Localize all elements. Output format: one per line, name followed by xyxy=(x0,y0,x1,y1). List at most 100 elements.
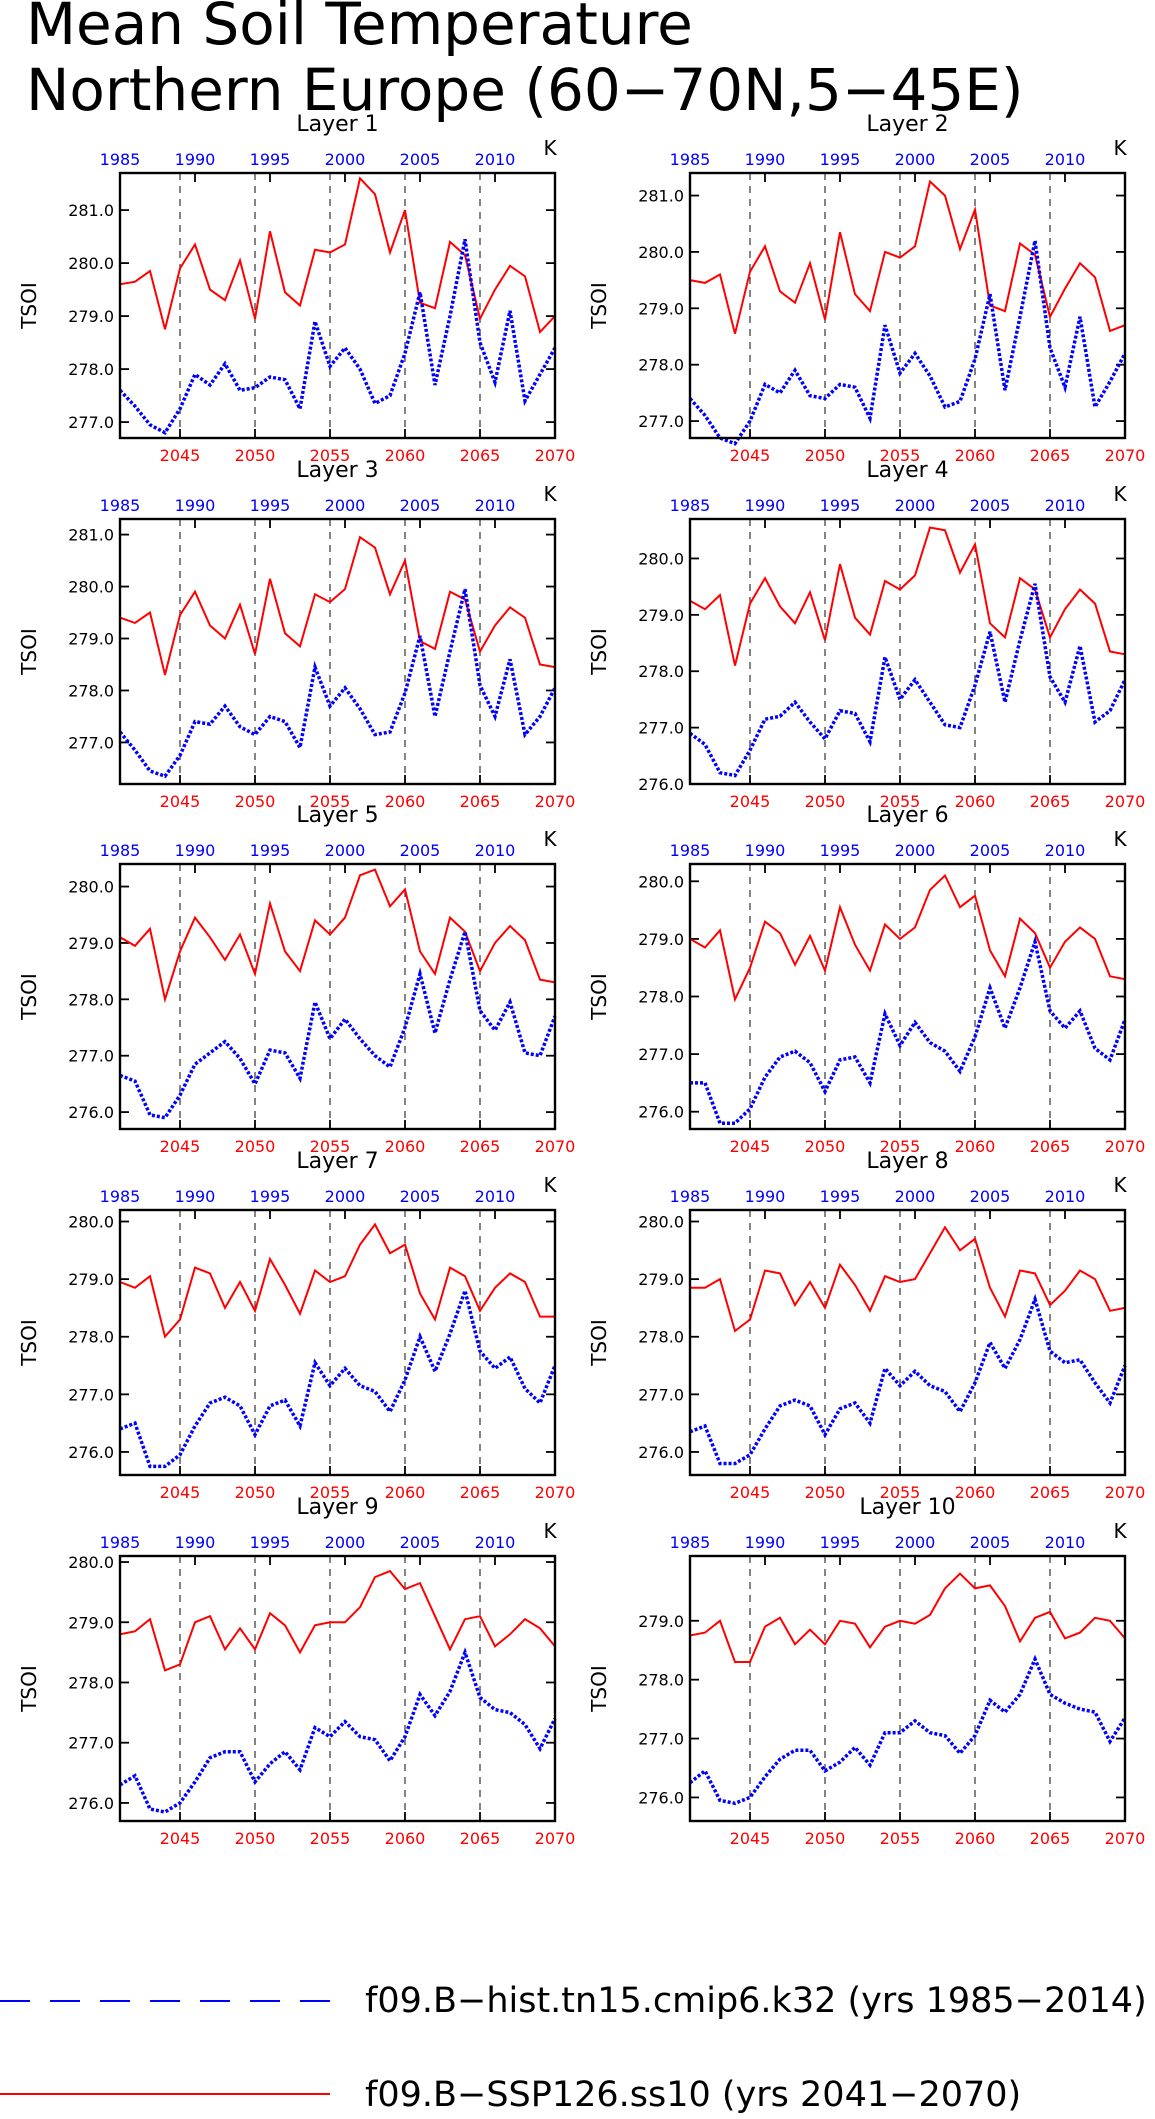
y-axis-label: TSOI xyxy=(17,1665,41,1713)
series-line-ssp126 xyxy=(119,868,556,1004)
series-line-ssp126 xyxy=(119,1569,556,1672)
panel-title: Layer 8 xyxy=(866,1149,948,1174)
panel-title: Layer 4 xyxy=(866,458,948,483)
series-line-ssp126 xyxy=(119,176,556,334)
x-tick-label-bottom: 2050 xyxy=(805,1829,846,1848)
x-tick-label-top: 2005 xyxy=(970,150,1011,169)
x-tick-label-bottom: 2050 xyxy=(235,1829,276,1848)
unit-label: K xyxy=(543,827,557,851)
x-tick-label-bottom: 2045 xyxy=(730,1829,771,1848)
y-tick-label: 276.0 xyxy=(638,1103,684,1122)
y-axis-label: TSOI xyxy=(587,628,611,676)
legend-label-hist: f09.B−hist.tn15.cmip6.k32 (yrs 1985−2014… xyxy=(365,1981,1147,2021)
figure-title-line2: Northern Europe (60−70N,5−45E) xyxy=(26,56,1024,124)
y-tick-label: 277.0 xyxy=(638,1730,684,1749)
chart-panel: Layer 7 276.0 277.0 278.0 279.0 280.0 2045 2050… xyxy=(17,1149,575,1502)
x-tick-label-top: 2005 xyxy=(970,1187,1011,1206)
y-axis-label: TSOI xyxy=(17,973,41,1021)
series-line-hist xyxy=(118,238,557,436)
series-line-hist xyxy=(688,583,1127,778)
x-tick-label-top: 2000 xyxy=(325,496,366,515)
y-tick-label: 277.0 xyxy=(68,1734,114,1753)
x-tick-label-top: 2010 xyxy=(475,1187,516,1206)
y-tick-label: 278.0 xyxy=(68,1328,114,1347)
x-tick-label-top: 1985 xyxy=(100,496,141,515)
x-tick-label-bottom: 2045 xyxy=(730,792,771,811)
chart-panel: Layer 6 276.0 277.0 278.0 279.0 280.0 2045 2050… xyxy=(587,803,1145,1156)
x-tick-label-bottom: 2045 xyxy=(160,1137,201,1156)
x-tick-label-top: 1990 xyxy=(175,1187,216,1206)
y-tick-label: 277.0 xyxy=(68,1385,114,1404)
unit-label: K xyxy=(1113,136,1127,160)
series-line-hist xyxy=(688,1654,1127,1806)
unit-label: K xyxy=(543,136,557,160)
chart-panel: Layer 10 276.0 277.0 278.0 279.0 2045 2050 2055… xyxy=(587,1495,1145,1848)
x-tick-label-bottom: 2045 xyxy=(730,446,771,465)
unit-label: K xyxy=(1113,1519,1127,1543)
unit-label: K xyxy=(1113,1173,1127,1197)
x-tick-label-bottom: 2055 xyxy=(880,1483,921,1502)
x-tick-label-top: 2010 xyxy=(1045,841,1086,860)
y-tick-label: 280.0 xyxy=(68,578,114,597)
x-tick-label-bottom: 2060 xyxy=(955,446,996,465)
y-tick-label: 278.0 xyxy=(638,1328,684,1347)
x-tick-label-bottom: 2055 xyxy=(310,1829,351,1848)
panel-title: Layer 9 xyxy=(296,1495,378,1520)
series-line-ssp126 xyxy=(690,1225,1126,1333)
x-tick-label-bottom: 2060 xyxy=(385,1483,426,1502)
y-axis-label: TSOI xyxy=(587,282,611,330)
x-tick-label-top: 1985 xyxy=(670,496,711,515)
y-tick-label: 279.0 xyxy=(638,606,684,625)
x-tick-label-bottom: 2060 xyxy=(385,446,426,465)
x-tick-label-top: 2000 xyxy=(895,496,936,515)
x-tick-label-top: 2005 xyxy=(400,1533,441,1552)
x-tick-label-top: 2000 xyxy=(895,1533,936,1552)
series-line-hist xyxy=(119,1647,557,1814)
x-tick-label-top: 1995 xyxy=(820,150,861,169)
x-tick-label-bottom: 2065 xyxy=(460,792,501,811)
plot-frame xyxy=(688,862,1127,1131)
chart-panel: Layer 9 276.0 277.0 278.0 279.0 280.0 2045 2050… xyxy=(17,1495,575,1848)
x-tick-label-top: 1985 xyxy=(100,841,141,860)
panel-title: Layer 1 xyxy=(296,112,378,137)
x-tick-label-bottom: 2045 xyxy=(730,1137,771,1156)
x-tick-label-top: 1995 xyxy=(250,1533,291,1552)
x-tick-label-top: 2000 xyxy=(895,841,936,860)
chart-panel: Layer 5 276.0 277.0 278.0 279.0 280.0 2045 2050… xyxy=(17,803,575,1156)
x-tick-label-top: 1985 xyxy=(100,150,141,169)
y-tick-label: 279.0 xyxy=(638,299,684,318)
y-tick-label: 278.0 xyxy=(638,356,684,375)
x-tick-label-top: 1985 xyxy=(670,1533,711,1552)
x-tick-label-top: 2005 xyxy=(400,150,441,169)
y-tick-label: 280.0 xyxy=(638,872,684,891)
x-tick-label-top: 1990 xyxy=(745,150,786,169)
x-tick-label-top: 2005 xyxy=(400,1187,441,1206)
y-tick-label: 279.0 xyxy=(68,934,114,953)
y-tick-label: 277.0 xyxy=(68,1047,114,1066)
y-tick-label: 280.0 xyxy=(68,1213,114,1232)
x-tick-label-bottom: 2055 xyxy=(310,792,351,811)
x-tick-label-bottom: 2055 xyxy=(880,1137,921,1156)
series-line-ssp126 xyxy=(689,1572,1126,1663)
panel-title: Layer 2 xyxy=(866,112,948,137)
x-tick-label-bottom: 2055 xyxy=(880,792,921,811)
series-line-hist xyxy=(118,588,557,779)
x-tick-label-bottom: 2065 xyxy=(1030,1137,1071,1156)
x-tick-label-bottom: 2055 xyxy=(310,1483,351,1502)
y-axis-label: TSOI xyxy=(17,282,41,330)
x-tick-label-bottom: 2065 xyxy=(460,1137,501,1156)
plot-frame xyxy=(688,171,1127,440)
x-tick-label-top: 2000 xyxy=(895,150,936,169)
y-tick-label: 278.0 xyxy=(638,988,684,1007)
x-tick-label-top: 2000 xyxy=(325,841,366,860)
x-tick-label-top: 2010 xyxy=(1045,150,1086,169)
x-tick-label-bottom: 2070 xyxy=(1105,446,1146,465)
x-tick-label-bottom: 2045 xyxy=(160,1829,201,1848)
x-tick-label-top: 2005 xyxy=(970,496,1011,515)
x-tick-label-bottom: 2070 xyxy=(535,446,576,465)
x-tick-label-top: 2010 xyxy=(475,496,516,515)
x-tick-label-bottom: 2055 xyxy=(310,1137,351,1156)
x-tick-label-top: 2010 xyxy=(1045,1533,1086,1552)
x-tick-label-bottom: 2060 xyxy=(955,1483,996,1502)
x-tick-label-bottom: 2060 xyxy=(955,1829,996,1848)
